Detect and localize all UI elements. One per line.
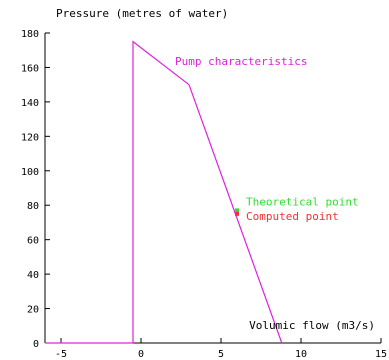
series-line: [45, 42, 282, 343]
y-tick-label: 60: [27, 236, 39, 247]
point-label: Theoretical point: [246, 195, 359, 208]
data-point: [235, 208, 239, 212]
points-layer: Theoretical point Computed point: [235, 195, 359, 222]
y-tick-label: 140: [21, 98, 39, 109]
y-tick-label: 160: [21, 63, 39, 74]
x-tick-label: 10: [295, 349, 307, 360]
y-tick-label: 80: [27, 201, 39, 212]
y-tick-label: 40: [27, 270, 39, 281]
y-tick-label: 20: [27, 305, 39, 316]
x-axis-title: Volumic flow (m3/s): [249, 319, 375, 332]
series-layer: Pump characteristics: [45, 42, 307, 343]
x-tick-label: -5: [55, 349, 67, 360]
series-label: Pump characteristics: [175, 55, 307, 68]
y-tick-label: 100: [21, 167, 39, 178]
data-point: [235, 212, 239, 216]
x-tick-label: 5: [218, 349, 224, 360]
point-label: Computed point: [246, 210, 339, 223]
y-tick-label: 120: [21, 132, 39, 143]
y-axis-title: Pressure (metres of water): [56, 7, 228, 20]
x-tick-label: 15: [375, 349, 387, 360]
x-tick-label: 0: [138, 349, 144, 360]
y-tick-label: 180: [21, 29, 39, 40]
y-tick-label: 0: [33, 339, 39, 350]
